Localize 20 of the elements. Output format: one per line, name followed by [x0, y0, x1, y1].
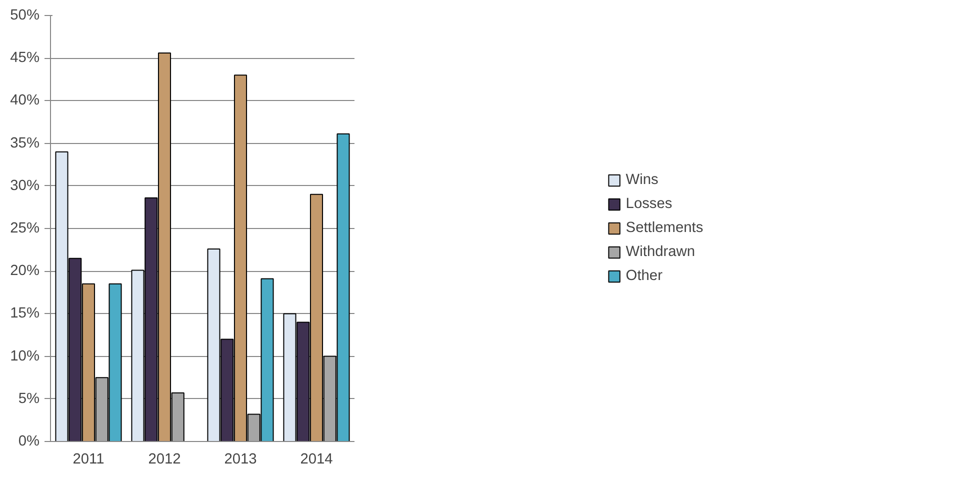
x-tick-label: 2012	[148, 452, 181, 468]
y-tick-label: 5%	[18, 390, 40, 407]
y-tick-label: 45%	[10, 50, 40, 66]
legend-label: Losses	[626, 196, 672, 212]
y-tick-label: 50%	[10, 8, 40, 24]
x-tick-label: 2013	[224, 452, 257, 468]
y-tick-label: 20%	[10, 263, 40, 280]
legend-label: Wins	[626, 172, 658, 188]
y-tick-label: 30%	[10, 178, 40, 194]
legend-label: Withdrawn	[626, 244, 696, 260]
y-tick-label: 40%	[10, 92, 40, 109]
legend-label: Other	[626, 268, 662, 284]
y-tick-label: 35%	[10, 135, 40, 152]
y-tick-label: 25%	[10, 220, 40, 236]
y-tick-label: 15%	[10, 306, 40, 322]
y-tick-label: 0%	[18, 434, 40, 450]
x-tick-label: 2014	[300, 452, 333, 468]
y-tick-label: 10%	[10, 348, 40, 364]
x-tick-label: 2011	[72, 452, 104, 468]
legend-label: Settlements	[626, 220, 704, 236]
